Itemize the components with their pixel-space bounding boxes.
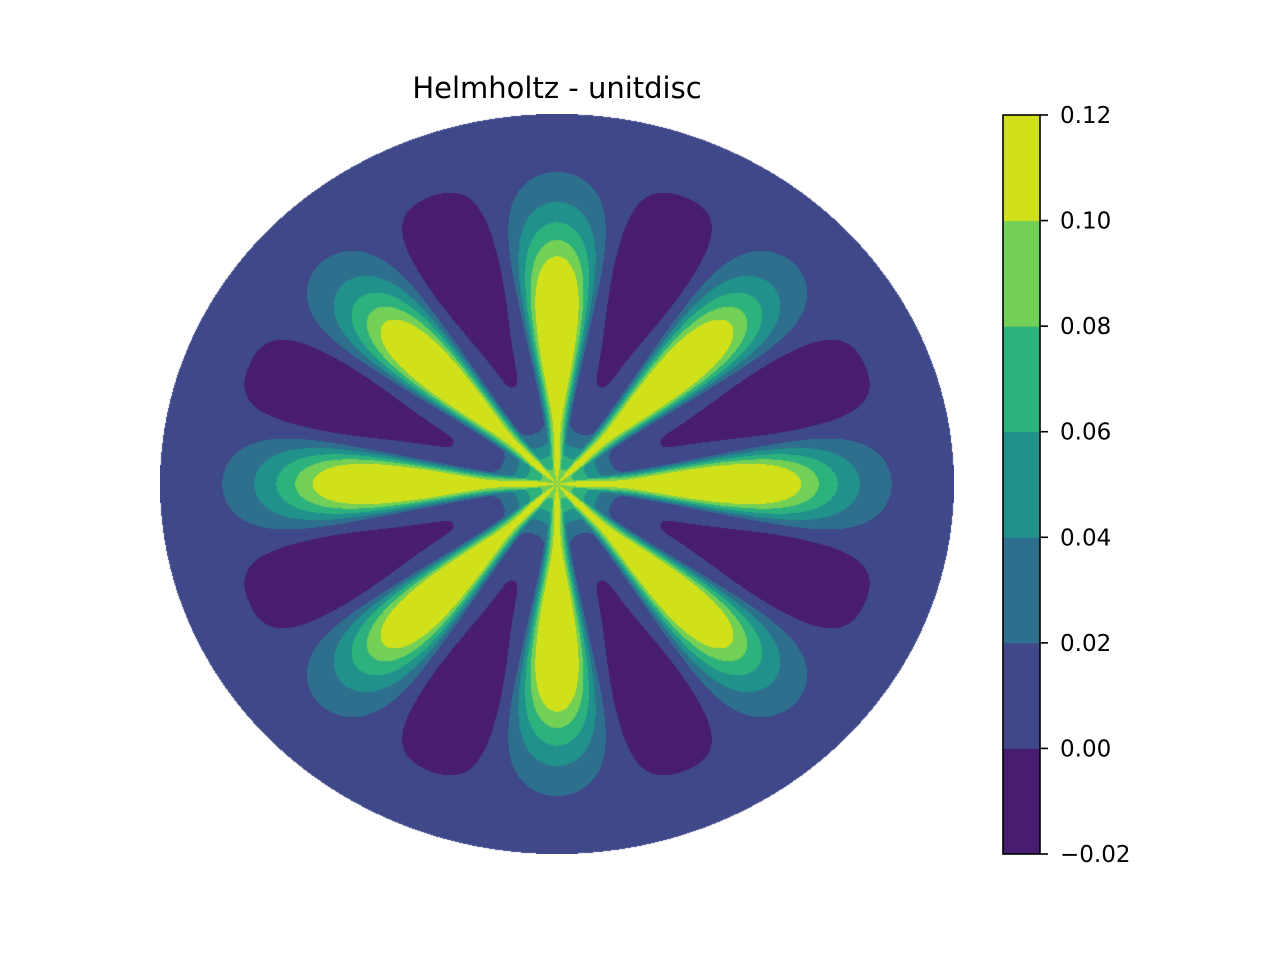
colorbar-tick-label: 0.06 xyxy=(1060,420,1111,446)
colorbar-frame xyxy=(1002,114,1041,855)
contour-plot xyxy=(160,114,954,854)
chart-title: Helmholtz - unitdisc xyxy=(412,71,701,105)
colorbar-band xyxy=(1003,326,1040,433)
colorbar-band xyxy=(1003,537,1040,644)
colorbar-tick-label: 0.02 xyxy=(1060,631,1111,657)
colorbar-band xyxy=(1003,642,1040,749)
colorbar-tick-label: 0.12 xyxy=(1060,103,1111,129)
colorbar-tick-label: 0.00 xyxy=(1060,736,1111,762)
contour-field xyxy=(160,114,954,854)
colorbar-tick-label: −0.02 xyxy=(1060,842,1130,868)
colorbar-band xyxy=(1003,431,1040,538)
colorbar-tick-label: 0.08 xyxy=(1060,314,1111,340)
colorbar-tick-label: 0.10 xyxy=(1060,209,1111,235)
colorbar-band xyxy=(1003,220,1040,327)
colorbar-band xyxy=(1003,115,1040,222)
colorbar-tick-label: 0.04 xyxy=(1060,525,1111,551)
colorbar: −0.02 0.00 0.02 0.04 0.06 0.08 0.10 0.12 xyxy=(1002,103,1130,868)
colorbar-band xyxy=(1003,748,1040,855)
